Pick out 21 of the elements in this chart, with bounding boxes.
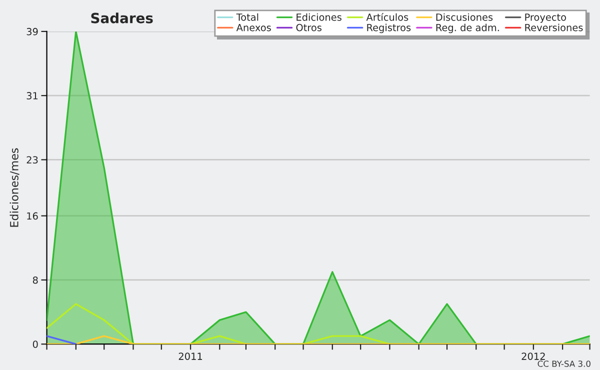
legend-label: Otros	[296, 24, 322, 32]
legend-label: Registros	[367, 24, 411, 34]
y-tick-label: 23	[26, 156, 38, 164]
y-tick-label: 31	[26, 92, 38, 100]
chart-title: Sadares	[91, 12, 153, 24]
legend-label: Anexos	[236, 24, 271, 32]
x-tick-label: 2011	[178, 352, 202, 360]
legend-label: Total	[236, 13, 258, 21]
legend-label: Reversiones	[525, 24, 583, 32]
legend-label: Ediciones	[296, 13, 342, 21]
y-tick-label: 39	[26, 28, 38, 36]
text: CC BY-SA 3.0	[538, 360, 590, 367]
y-tick-label: 16	[27, 212, 38, 220]
legend-label: Proyecto	[525, 14, 566, 23]
y-tick-label: 0	[32, 340, 38, 348]
y-axis-title: Ediciones/mes	[10, 148, 20, 227]
legend-label: Reg. de adm.	[436, 24, 499, 34]
legend-label: Discusiones	[436, 13, 493, 21]
x-tick-label: 2012	[522, 352, 545, 360]
legend-label: Artículos	[366, 12, 408, 21]
y-tick-label: 8	[32, 276, 38, 284]
